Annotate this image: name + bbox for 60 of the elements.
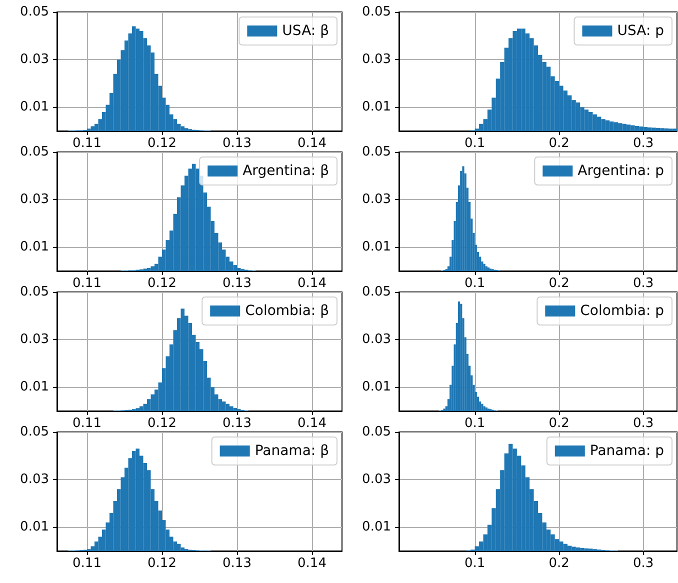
x-tick-label: 0.11 [72,136,102,151]
x-tick-label: 0.1 [464,136,486,151]
y-tick-label: 0.01 [20,380,49,395]
x-tick-label: 0.12 [148,136,176,151]
x-tick-label: 0.11 [72,276,102,291]
y-tick-label: 0.05 [362,424,391,440]
y-tick-label: 0.03 [362,332,391,348]
y-tick-label: 0.01 [20,100,49,115]
y-tick-label: 0.05 [20,4,49,20]
x-tick-label: 0.13 [222,136,252,151]
y-tick-label: 0.05 [362,144,391,160]
legend-label: Panama: β [254,443,330,459]
x-tick-label: 0.11 [72,556,102,571]
legend-label: Argentina: β [242,163,330,179]
legend-label: USA: p [617,23,664,39]
y-tick-label: 0.01 [362,100,391,115]
legend-label: Argentina: p [578,163,664,179]
x-tick-label: 0.2 [548,556,570,571]
x-tick-label: 0.3 [632,136,654,151]
x-tick-label: 0.13 [222,416,252,431]
y-tick-label: 0.01 [362,380,391,395]
y-tick-label: 0.05 [20,424,49,440]
y-tick-label: 0.03 [20,332,49,348]
legend-label: Colombia: β [245,303,329,319]
legend-label: USA: β [282,23,329,39]
y-tick-label: 0.01 [362,240,391,255]
x-tick-label: 0.14 [298,276,326,291]
y-tick-label: 0.03 [362,472,391,488]
y-tick-label: 0.01 [20,240,49,255]
y-tick-label: 0.01 [362,520,391,535]
x-tick-label: 0.14 [298,416,326,431]
x-tick-label: 0.1 [464,556,486,571]
x-tick-label: 0.3 [632,556,654,571]
x-tick-label: 0.3 [632,416,654,431]
y-tick-label: 0.05 [20,284,49,300]
y-tick-label: 0.05 [362,4,391,20]
y-tick-label: 0.01 [20,520,49,535]
x-tick-label: 0.12 [148,416,176,431]
x-tick-label: 0.2 [548,276,570,291]
legend-label: Panama: p [590,443,664,459]
x-tick-label: 0.2 [548,136,570,151]
x-tick-label: 0.11 [72,416,102,431]
y-tick-label: 0.05 [20,144,49,160]
y-tick-label: 0.05 [362,284,391,300]
x-tick-label: 0.14 [298,136,326,151]
x-tick-label: 0.14 [298,556,326,571]
x-tick-label: 0.2 [548,416,570,431]
x-tick-label: 0.3 [632,276,654,291]
x-tick-label: 0.1 [464,416,486,431]
y-tick-label: 0.03 [20,192,49,208]
y-tick-label: 0.03 [362,52,391,68]
x-tick-label: 0.12 [148,556,176,571]
x-tick-label: 0.12 [148,276,176,291]
y-tick-label: 0.03 [20,472,49,488]
y-tick-label: 0.03 [20,52,49,68]
legend-label: Colombia: p [580,303,664,319]
y-tick-label: 0.03 [362,192,391,208]
x-tick-label: 0.13 [222,276,252,291]
x-tick-label: 0.13 [222,556,252,571]
x-tick-label: 0.1 [464,276,486,291]
